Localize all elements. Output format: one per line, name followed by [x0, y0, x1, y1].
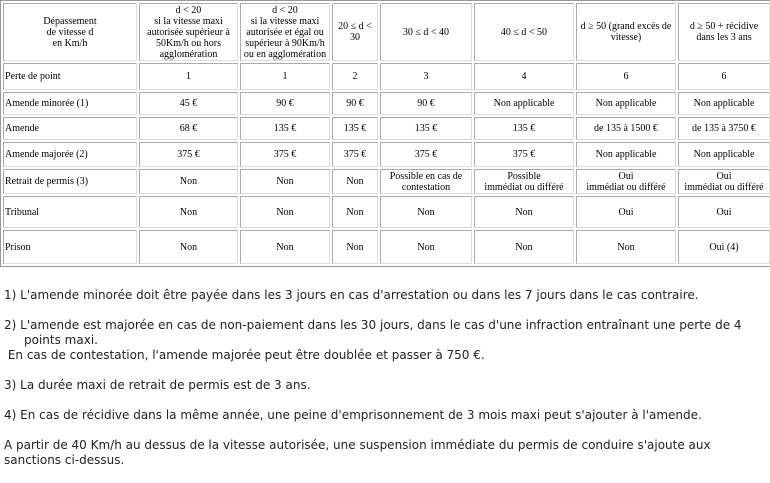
table-cell: Non	[240, 169, 330, 194]
table-cell: 6	[678, 63, 770, 90]
table-cell: 135 €	[240, 117, 330, 140]
row-label: Tribunal	[3, 196, 137, 228]
table-cell: Oui	[678, 196, 770, 228]
table-cell: 1	[240, 63, 330, 90]
table-row: Prison Non Non Non Non Non Non Oui (4)	[3, 230, 770, 264]
table-cell: 3	[380, 63, 472, 90]
table-cell: 375 €	[332, 142, 378, 167]
table-cell: Possible en cas de contestation	[380, 169, 472, 194]
row-label: Amende	[3, 117, 137, 140]
note-suspension: A partir de 40 Km/h au dessus de la vite…	[4, 438, 711, 467]
table-cell: 135 €	[474, 117, 574, 140]
table-cell: Non	[474, 230, 574, 264]
row-label: Retrait de permis (3)	[3, 169, 137, 194]
table-cell: 90 €	[332, 92, 378, 115]
table-cell: Non	[380, 230, 472, 264]
table-cell: Non applicable	[678, 142, 770, 167]
column-header: 20 ≤ d < 30	[332, 3, 378, 61]
column-header: 40 ≤ d < 50	[474, 3, 574, 61]
row-label: Amende majorée (2)	[3, 142, 137, 167]
table-cell: Non	[332, 230, 378, 264]
table-cell: Non applicable	[678, 92, 770, 115]
table-cell: Non	[332, 169, 378, 194]
table-cell: Oui immédiat ou différé	[576, 169, 676, 194]
table-cell: Non	[139, 230, 238, 264]
note-1: 1) L'amende minorée doit être payée dans…	[4, 288, 699, 302]
table-row: Amende 68 €135 €135 €135 €135 € de 135 à 1…	[3, 117, 770, 140]
note-3: 3) La durée maxi de retrait de permis es…	[4, 378, 311, 392]
table-cell: 375 €	[474, 142, 574, 167]
table-cell: Oui (4)	[678, 230, 770, 264]
table-cell: Non	[576, 230, 676, 264]
table-cell: 135 €	[332, 117, 378, 140]
note-2: 2) L'amende est majorée en cas de non-pa…	[4, 318, 742, 347]
table-cell: Oui immédiat ou différé	[678, 169, 770, 194]
table-cell: Non	[380, 196, 472, 228]
speeding-penalties-table: Dépassement de vitesse d en Km/h d < 20 s…	[0, 0, 770, 267]
table-cell: Non	[332, 196, 378, 228]
column-header: d < 20 si la vitesse maxi autorisée supé…	[139, 3, 238, 61]
table-cell: 90 €	[240, 92, 330, 115]
table-row: Amende minorée (1) 45 €90 €90 €90 € Non ap…	[3, 92, 770, 115]
table-cell: Possible immédiat ou différé	[474, 169, 574, 194]
table-cell: Non	[240, 230, 330, 264]
table-row: Amende majorée (2) 375 €375 €375 €375 €37…	[3, 142, 770, 167]
table-cell: de 135 à 3750 €	[678, 117, 770, 140]
row-label: Amende minorée (1)	[3, 92, 137, 115]
footnotes: 1) L'amende minorée doit être payée dans…	[4, 288, 766, 483]
table-cell: 135 €	[380, 117, 472, 140]
table-cell: 6	[576, 63, 676, 90]
table-cell: 4	[474, 63, 574, 90]
header-row: Dépassement de vitesse d en Km/h d < 20 s…	[3, 3, 770, 61]
table-cell: 68 €	[139, 117, 238, 140]
table-cell: Non	[139, 196, 238, 228]
table-cell: 375 €	[240, 142, 330, 167]
table-cell: 90 €	[380, 92, 472, 115]
table-row: Retrait de permis (3) Non Non Non Possible e…	[3, 169, 770, 194]
table-cell: de 135 à 1500 €	[576, 117, 676, 140]
column-header: Dépassement de vitesse d en Km/h	[3, 3, 137, 61]
table-cell: Non	[240, 196, 330, 228]
table-cell: 1	[139, 63, 238, 90]
table-cell: Oui	[576, 196, 676, 228]
table-row: Perte de point 1 1 2 3 4 6 6	[3, 63, 770, 90]
table-cell: Non	[139, 169, 238, 194]
column-header: 30 ≤ d < 40	[380, 3, 472, 61]
table-row: Tribunal Non Non Non Non Non Oui Oui	[3, 196, 770, 228]
note-2-contestation: En cas de contestation, l'amende majorée…	[4, 348, 485, 362]
table-cell: 375 €	[380, 142, 472, 167]
row-label: Perte de point	[3, 63, 137, 90]
note-4: 4) En cas de récidive dans la même année…	[4, 408, 702, 422]
column-header: d ≥ 50 (grand excès de vitesse)	[576, 3, 676, 61]
table-cell: Non applicable	[576, 142, 676, 167]
table-cell: 45 €	[139, 92, 238, 115]
row-label: Prison	[3, 230, 137, 264]
table-cell: Non applicable	[474, 92, 574, 115]
column-header: d < 20 si la vitesse maxi autorisée et é…	[240, 3, 330, 61]
table-cell: 375 €	[139, 142, 238, 167]
table-cell: Non applicable	[576, 92, 676, 115]
table-cell: Non	[474, 196, 574, 228]
column-header: d ≥ 50 + récidive dans les 3 ans	[678, 3, 770, 61]
table-cell: 2	[332, 63, 378, 90]
